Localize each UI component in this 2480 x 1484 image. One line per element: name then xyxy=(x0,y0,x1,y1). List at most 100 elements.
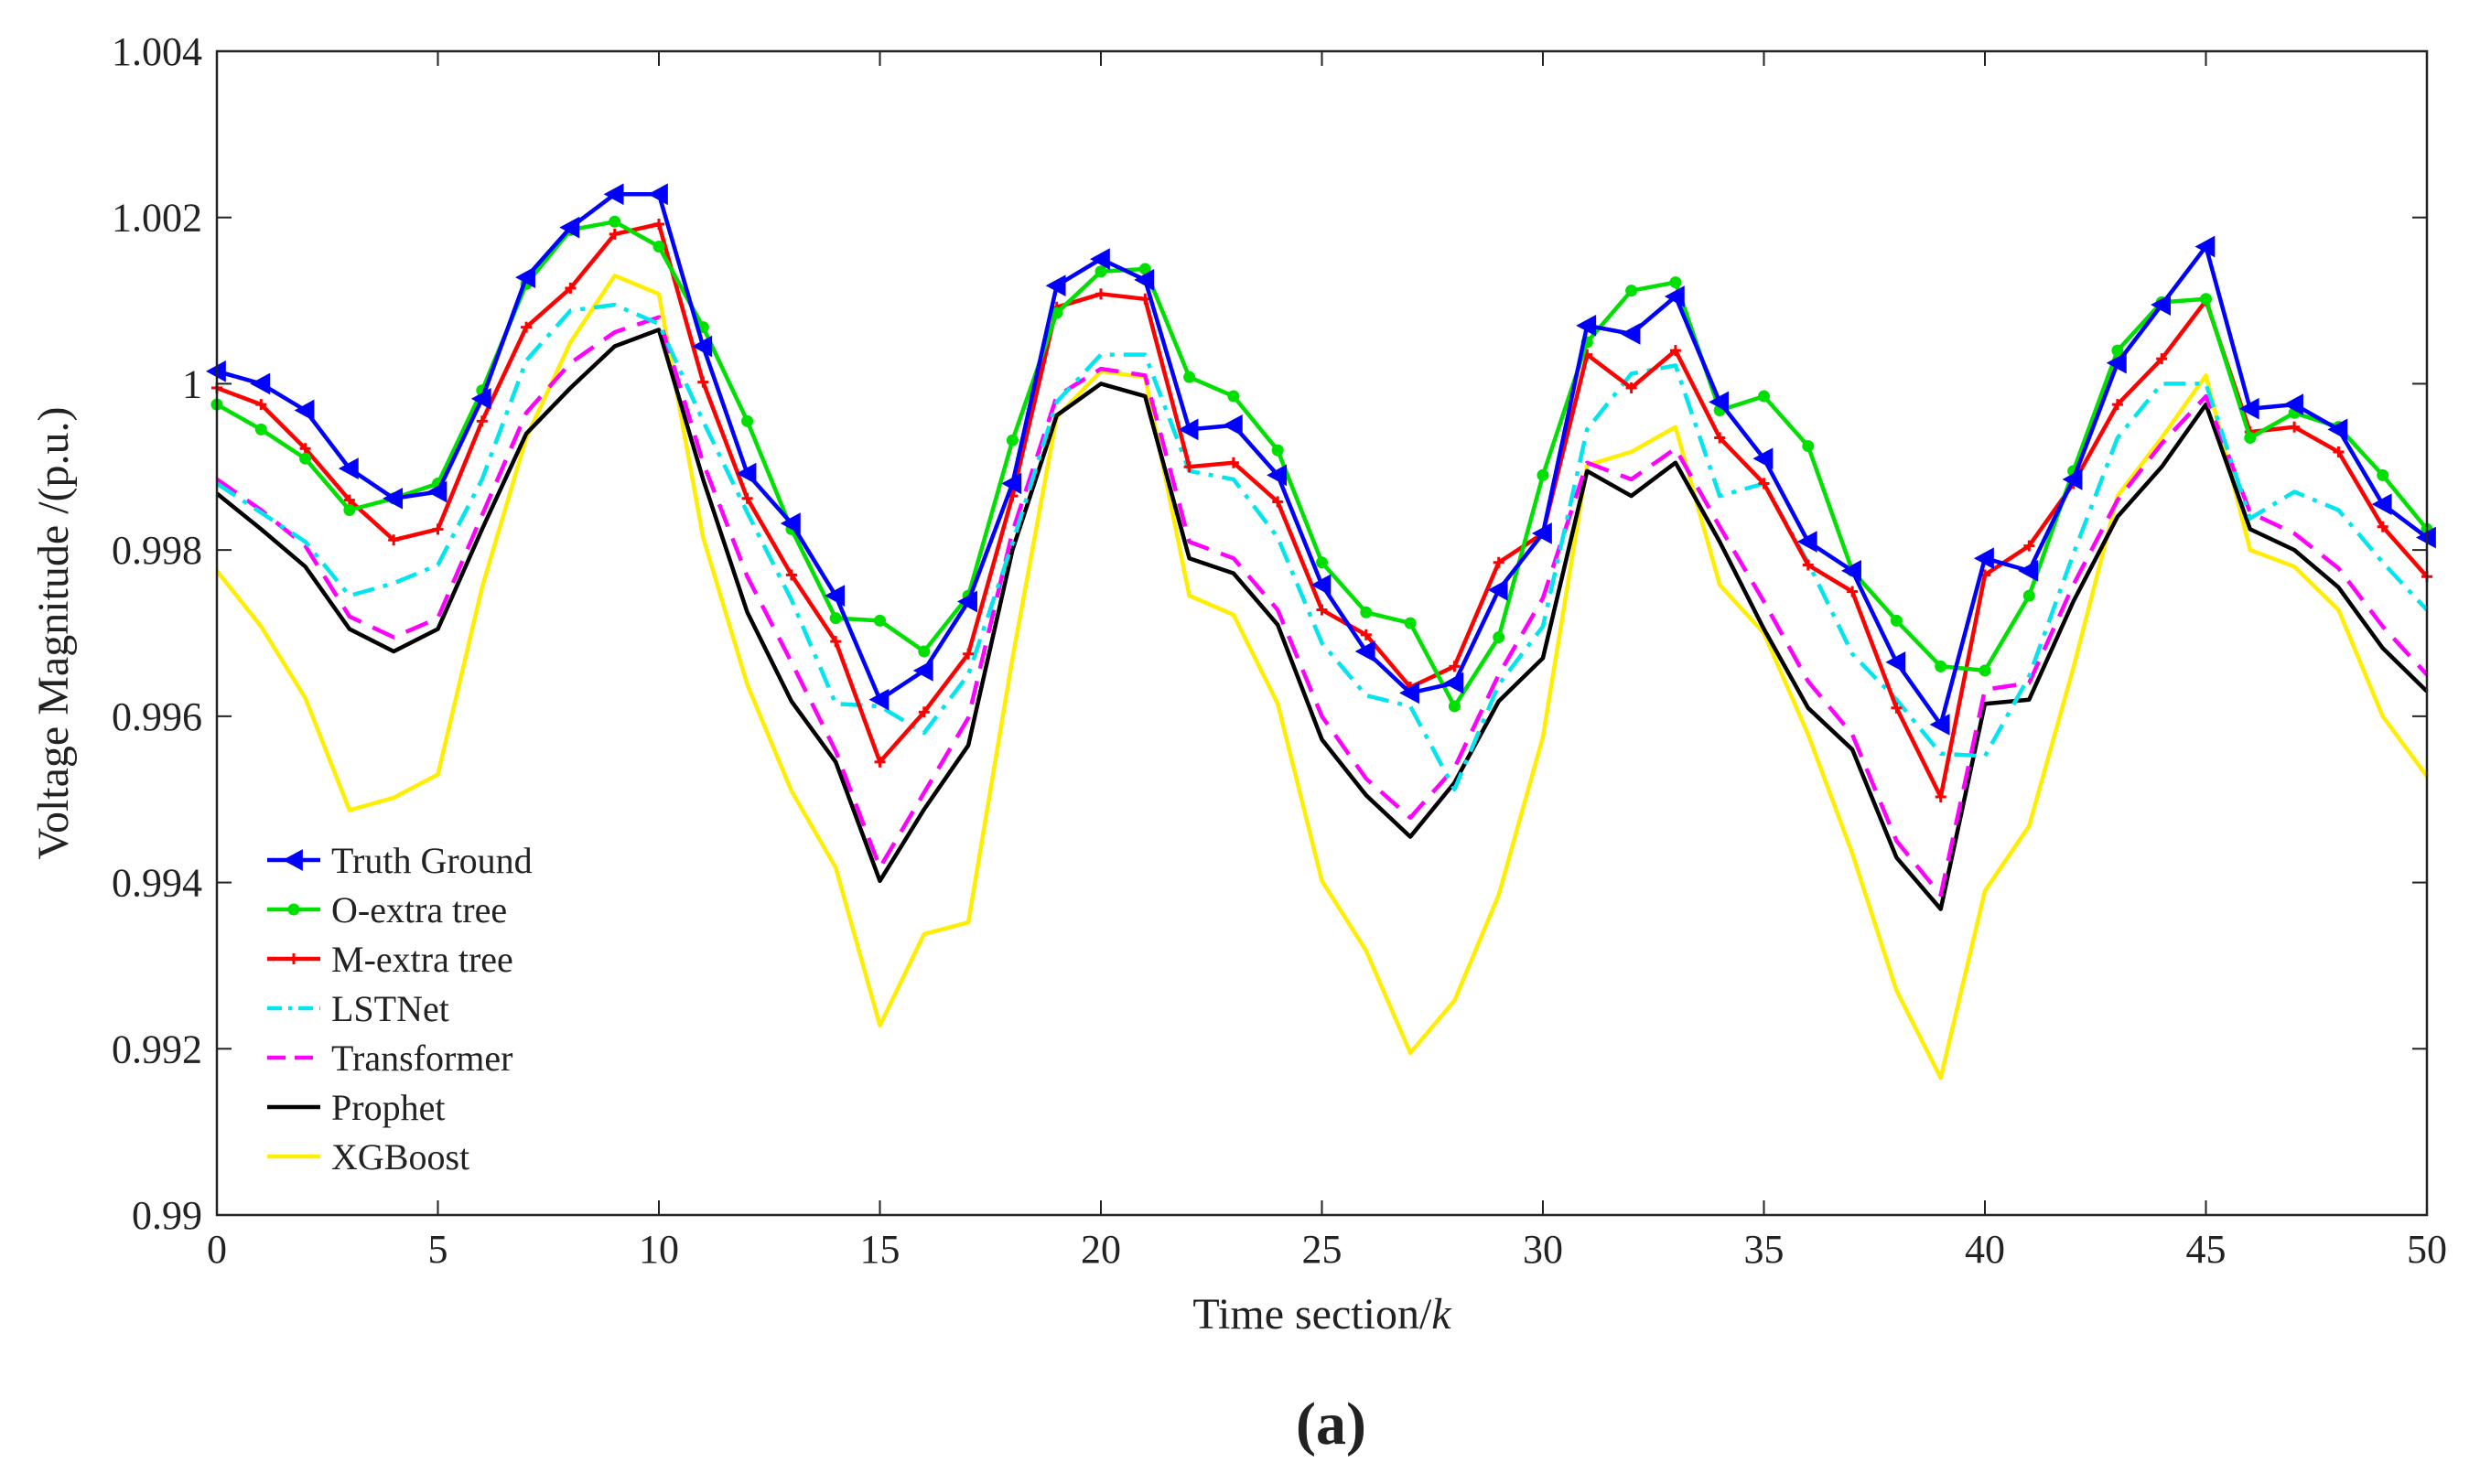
x-tick-label: 10 xyxy=(639,1227,679,1272)
data-point-m-extra-tree xyxy=(1183,461,1195,473)
data-point-o-extra-tree xyxy=(2111,344,2124,357)
data-point-o-extra-tree xyxy=(1669,276,1682,289)
x-tick-label: 35 xyxy=(1744,1227,1785,1272)
series-xgboost xyxy=(215,274,2429,1081)
legend-label-o-extra-tree: O-extra tree xyxy=(331,889,507,930)
data-point-m-extra-tree xyxy=(1802,559,1814,571)
data-point-m-extra-tree xyxy=(432,523,444,535)
data-point-o-extra-tree xyxy=(1183,371,1196,383)
series-line-lstnet xyxy=(215,302,2429,792)
x-axis-label-variable: k xyxy=(1431,1290,1452,1339)
data-point-truth-ground xyxy=(1310,574,1332,597)
data-point-o-extra-tree xyxy=(609,215,621,228)
series-transformer xyxy=(215,315,2429,898)
data-point-truth-ground xyxy=(1178,418,1199,441)
data-point-o-extra-tree xyxy=(1006,434,1019,446)
x-tick-label: 50 xyxy=(2407,1227,2447,1272)
data-point-truth-ground xyxy=(2327,418,2348,441)
y-tick-label: 0.99 xyxy=(132,1193,202,1238)
data-point-truth-ground xyxy=(868,688,890,711)
data-point-m-extra-tree xyxy=(1669,345,1681,357)
data-point-truth-ground xyxy=(692,335,713,358)
data-point-m-extra-tree xyxy=(388,534,400,546)
data-point-o-extra-tree xyxy=(874,614,886,627)
x-tick-label: 20 xyxy=(1081,1227,1121,1272)
data-point-m-extra-tree xyxy=(830,636,842,648)
data-point-m-extra-tree xyxy=(1714,432,1726,444)
data-point-truth-ground xyxy=(1267,464,1288,487)
data-point-truth-ground xyxy=(470,387,491,410)
data-point-truth-ground xyxy=(1531,522,1552,544)
data-point-m-extra-tree xyxy=(2333,446,2345,457)
series-line-xgboost xyxy=(215,274,2429,1081)
legend-label-truth-ground: Truth Ground xyxy=(331,840,533,881)
data-point-truth-ground xyxy=(1841,560,1861,582)
data-point-truth-ground xyxy=(426,480,447,503)
data-point-truth-ground xyxy=(515,266,535,288)
data-point-o-extra-tree xyxy=(1404,617,1417,629)
panel-label: (a) xyxy=(1296,1391,1366,1457)
data-point-truth-ground xyxy=(2371,493,2392,516)
data-point-truth-ground xyxy=(2151,294,2172,316)
data-point-truth-ground xyxy=(1973,547,1994,570)
y-tick-label: 1 xyxy=(182,361,202,406)
data-point-o-extra-tree xyxy=(1094,265,1107,278)
x-tick-label: 40 xyxy=(1965,1227,2005,1272)
data-point-truth-ground xyxy=(1487,578,1508,601)
data-point-m-extra-tree xyxy=(2156,353,2168,365)
legend: Truth Ground O-extra tree M-extra tree LSTN… xyxy=(267,840,533,1178)
data-point-truth-ground xyxy=(2018,560,2039,582)
data-point-truth-ground xyxy=(1045,274,1066,297)
data-point-truth-ground xyxy=(294,399,315,422)
x-tick-label: 25 xyxy=(1302,1227,1342,1272)
data-point-o-extra-tree xyxy=(1448,700,1461,713)
data-point-truth-ground xyxy=(647,183,668,206)
data-point-truth-ground xyxy=(1885,651,1906,673)
data-point-m-extra-tree xyxy=(343,494,355,506)
data-point-truth-ground xyxy=(2062,468,2083,490)
data-point-truth-ground xyxy=(1134,269,1155,291)
data-point-truth-ground xyxy=(1443,672,1464,694)
legend-label-m-extra-tree: M-extra tree xyxy=(331,939,513,980)
data-point-o-extra-tree xyxy=(1758,390,1770,403)
legend-item-xgboost: XGBoost xyxy=(267,1136,469,1178)
data-point-m-extra-tree xyxy=(1449,661,1461,672)
data-point-m-extra-tree xyxy=(697,376,709,388)
series-prophet xyxy=(215,328,2429,911)
data-point-o-extra-tree xyxy=(1935,660,1947,672)
data-point-m-extra-tree xyxy=(255,399,267,411)
legend-item-prophet: Prophet xyxy=(267,1087,445,1128)
data-point-truth-ground xyxy=(1709,391,1730,414)
data-point-m-extra-tree xyxy=(1316,604,1328,616)
legend-item-o-extra-tree: O-extra tree xyxy=(267,889,507,930)
legend-label-transformer: Transformer xyxy=(331,1038,513,1079)
legend-item-transformer: Transformer xyxy=(267,1038,513,1079)
data-point-o-extra-tree xyxy=(652,241,665,253)
data-point-m-extra-tree xyxy=(1360,629,1372,640)
series-m-extra-tree xyxy=(211,218,2432,802)
data-point-o-extra-tree xyxy=(299,452,312,465)
x-tick-label: 0 xyxy=(207,1227,227,1272)
data-point-m-extra-tree xyxy=(2289,421,2301,433)
data-point-o-extra-tree xyxy=(254,423,267,436)
data-point-m-extra-tree xyxy=(1227,457,1239,468)
data-point-m-extra-tree xyxy=(1758,478,1770,489)
data-point-m-extra-tree xyxy=(785,569,797,581)
y-tick-label: 0.994 xyxy=(112,861,202,906)
data-point-m-extra-tree xyxy=(299,443,311,455)
data-point-o-extra-tree xyxy=(1890,614,1903,627)
data-point-m-extra-tree xyxy=(963,648,975,660)
data-point-m-extra-tree xyxy=(609,228,620,240)
y-tick-label: 0.998 xyxy=(112,528,202,573)
data-point-o-extra-tree xyxy=(1493,631,1505,644)
legend-label-xgboost: XGBoost xyxy=(331,1136,469,1178)
data-point-truth-ground xyxy=(1399,682,1419,704)
legend-label-lstnet: LSTNet xyxy=(331,988,449,1029)
data-point-truth-ground xyxy=(603,183,624,206)
data-point-truth-ground xyxy=(2238,397,2259,420)
legend-label-prophet: Prophet xyxy=(331,1087,445,1128)
series-truth-ground xyxy=(205,183,2436,736)
data-point-m-extra-tree xyxy=(521,321,533,333)
